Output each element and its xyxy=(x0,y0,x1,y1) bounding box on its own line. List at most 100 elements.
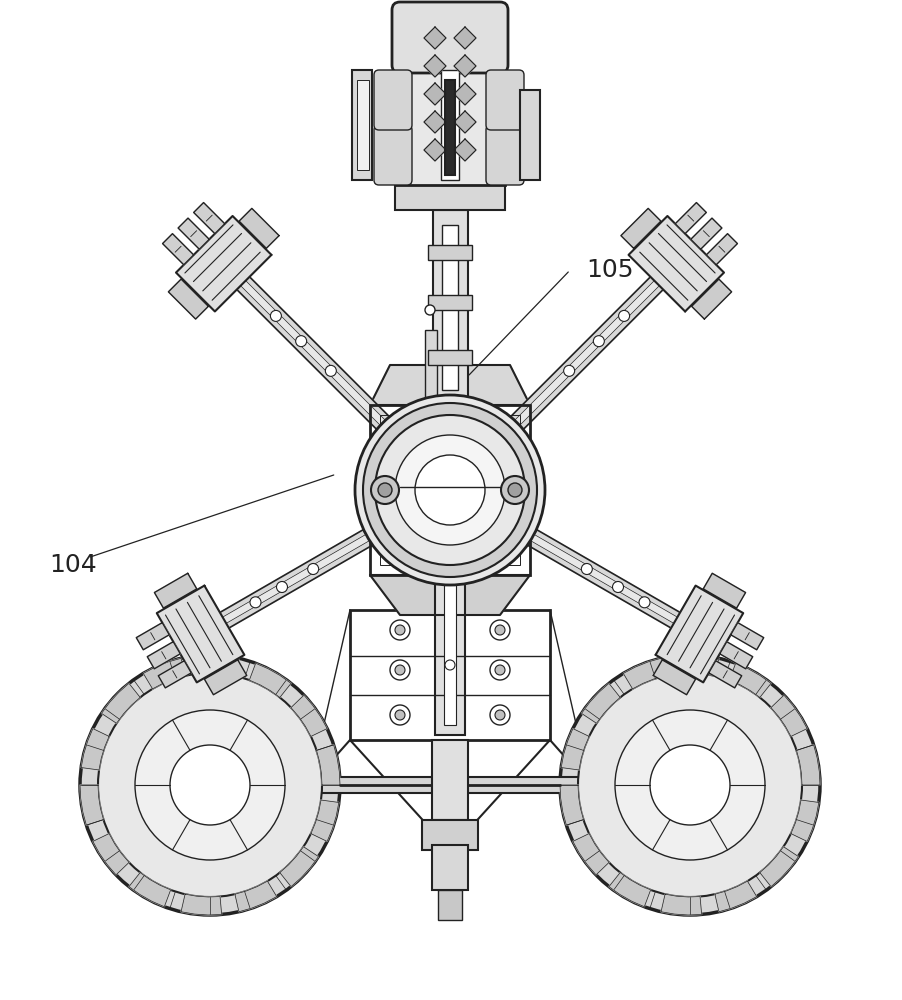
Bar xyxy=(441,70,459,180)
Polygon shape xyxy=(720,642,752,669)
Polygon shape xyxy=(424,83,446,105)
Circle shape xyxy=(564,365,575,376)
Polygon shape xyxy=(791,800,819,841)
Polygon shape xyxy=(661,894,702,915)
Circle shape xyxy=(490,705,510,725)
Polygon shape xyxy=(232,272,385,425)
Bar xyxy=(438,890,462,920)
Circle shape xyxy=(170,745,250,825)
Polygon shape xyxy=(715,881,757,912)
Bar xyxy=(350,610,550,740)
Polygon shape xyxy=(731,623,764,650)
Bar xyxy=(442,225,458,390)
Bar xyxy=(380,415,520,565)
Polygon shape xyxy=(656,586,743,682)
Circle shape xyxy=(425,305,435,315)
Circle shape xyxy=(296,336,307,347)
Circle shape xyxy=(495,625,505,635)
Bar xyxy=(428,245,472,260)
Polygon shape xyxy=(582,683,621,723)
Circle shape xyxy=(495,710,505,720)
Polygon shape xyxy=(102,683,140,723)
Circle shape xyxy=(326,365,336,376)
Circle shape xyxy=(308,564,318,574)
Bar xyxy=(432,740,468,820)
Polygon shape xyxy=(561,729,589,770)
Circle shape xyxy=(277,582,288,592)
Circle shape xyxy=(501,476,529,504)
Polygon shape xyxy=(81,729,109,770)
Circle shape xyxy=(80,655,340,915)
Bar xyxy=(444,585,456,725)
Polygon shape xyxy=(678,655,719,676)
Polygon shape xyxy=(706,234,738,265)
Circle shape xyxy=(612,582,623,592)
Bar xyxy=(370,405,530,575)
Polygon shape xyxy=(235,881,277,912)
Polygon shape xyxy=(80,785,104,825)
Polygon shape xyxy=(370,575,530,615)
Polygon shape xyxy=(169,279,208,319)
Polygon shape xyxy=(454,83,476,105)
Polygon shape xyxy=(178,218,209,249)
Circle shape xyxy=(371,476,399,504)
Polygon shape xyxy=(249,663,291,697)
Polygon shape xyxy=(530,534,690,631)
Polygon shape xyxy=(629,216,724,311)
Polygon shape xyxy=(623,658,665,689)
Polygon shape xyxy=(370,365,530,405)
Circle shape xyxy=(619,310,630,321)
Polygon shape xyxy=(796,745,820,785)
Circle shape xyxy=(395,435,505,545)
Circle shape xyxy=(578,673,802,897)
Polygon shape xyxy=(291,695,327,736)
Polygon shape xyxy=(424,111,446,133)
Polygon shape xyxy=(158,661,191,688)
Polygon shape xyxy=(424,55,446,77)
Polygon shape xyxy=(621,208,661,248)
Bar xyxy=(425,330,437,400)
Polygon shape xyxy=(560,785,584,825)
Polygon shape xyxy=(759,847,798,887)
Polygon shape xyxy=(228,268,389,429)
Circle shape xyxy=(395,665,405,675)
Circle shape xyxy=(581,564,593,574)
Polygon shape xyxy=(317,745,340,785)
Bar xyxy=(432,845,468,890)
Polygon shape xyxy=(198,655,239,676)
Circle shape xyxy=(390,660,410,680)
Polygon shape xyxy=(692,279,732,319)
Polygon shape xyxy=(609,873,650,907)
Polygon shape xyxy=(573,834,609,875)
Text: 104: 104 xyxy=(50,553,97,577)
Polygon shape xyxy=(709,661,741,688)
Polygon shape xyxy=(454,111,476,133)
Bar xyxy=(432,210,467,405)
FancyBboxPatch shape xyxy=(486,125,524,185)
Polygon shape xyxy=(280,847,318,887)
Polygon shape xyxy=(691,218,722,249)
Polygon shape xyxy=(205,660,247,695)
Polygon shape xyxy=(454,27,476,49)
Polygon shape xyxy=(424,27,446,49)
Circle shape xyxy=(490,660,510,680)
Circle shape xyxy=(271,310,281,321)
Circle shape xyxy=(560,655,820,915)
Polygon shape xyxy=(136,623,170,650)
Circle shape xyxy=(250,597,261,608)
Polygon shape xyxy=(771,695,807,736)
Polygon shape xyxy=(676,203,706,234)
Circle shape xyxy=(363,403,537,577)
Circle shape xyxy=(390,705,410,725)
Polygon shape xyxy=(154,573,197,608)
FancyBboxPatch shape xyxy=(486,70,524,130)
Polygon shape xyxy=(157,586,244,682)
Polygon shape xyxy=(311,800,339,841)
Bar xyxy=(352,70,372,180)
Polygon shape xyxy=(454,55,476,77)
FancyBboxPatch shape xyxy=(374,125,412,185)
Polygon shape xyxy=(528,530,693,635)
Circle shape xyxy=(615,710,765,860)
Text: 105: 105 xyxy=(586,258,634,282)
Polygon shape xyxy=(653,660,695,695)
